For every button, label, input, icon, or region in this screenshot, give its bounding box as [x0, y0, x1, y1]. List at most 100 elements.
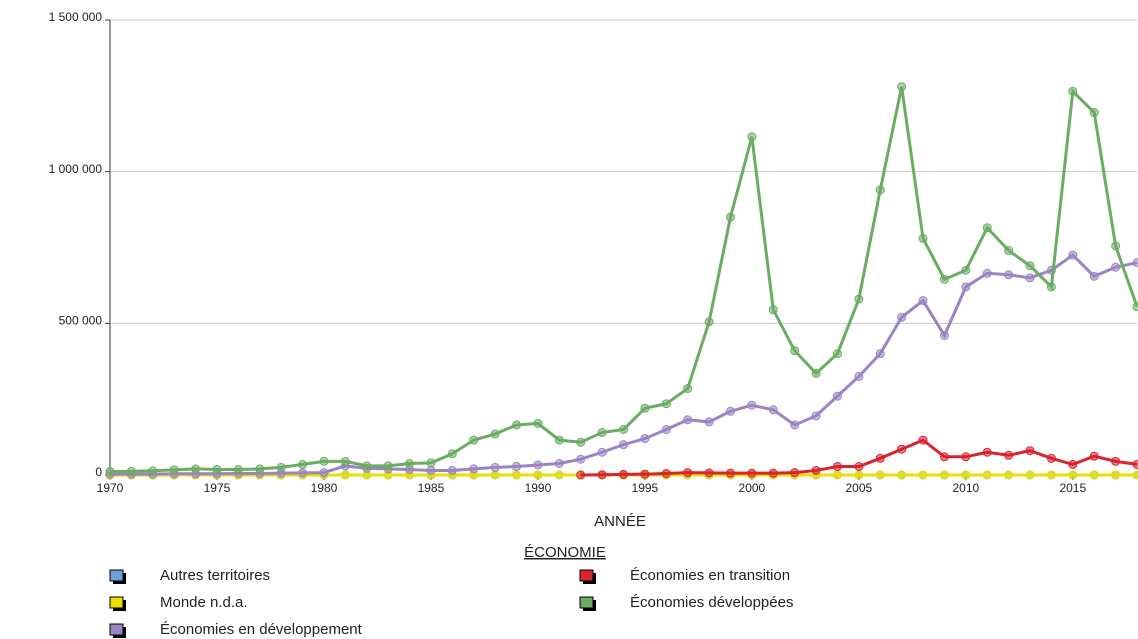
data-point — [1068, 86, 1078, 96]
data-point — [426, 458, 436, 468]
data-point — [982, 268, 992, 278]
data-point — [1132, 470, 1138, 480]
data-point — [1025, 273, 1035, 283]
data-point — [961, 470, 971, 480]
legend-swatch — [579, 596, 594, 609]
data-point — [148, 466, 158, 476]
data-point — [1132, 258, 1138, 268]
x-tick-label: 2000 — [739, 481, 766, 495]
data-point — [832, 391, 842, 401]
data-point — [790, 468, 800, 478]
data-point — [576, 470, 586, 480]
data-point — [1004, 450, 1014, 460]
data-point — [447, 449, 457, 459]
y-tick-label: 1 500 000 — [49, 10, 103, 24]
data-point — [832, 349, 842, 359]
data-point — [597, 470, 607, 480]
data-point — [725, 406, 735, 416]
data-point — [1089, 470, 1099, 480]
data-point — [619, 425, 628, 434]
data-point — [768, 305, 778, 315]
data-point — [832, 462, 842, 472]
data-point — [918, 435, 928, 445]
data-point — [619, 469, 628, 479]
data-point — [1089, 271, 1099, 281]
data-point — [640, 403, 650, 413]
data-point — [811, 465, 821, 475]
data-point — [490, 470, 500, 480]
data-point — [725, 468, 735, 478]
data-point — [982, 447, 992, 457]
data-point — [340, 456, 350, 466]
data-point — [233, 465, 243, 475]
data-point — [126, 466, 136, 476]
data-point — [683, 384, 693, 394]
data-point — [554, 470, 564, 480]
data-point — [276, 462, 286, 472]
data-point — [832, 470, 842, 480]
legend-label: Économies en transition — [630, 567, 790, 584]
data-point — [897, 444, 907, 454]
data-point — [1132, 459, 1138, 469]
data-point — [897, 470, 907, 480]
data-point — [747, 400, 757, 410]
series-line — [110, 86, 1138, 473]
data-point — [1004, 270, 1014, 280]
data-point — [362, 461, 372, 471]
x-tick-label: 1970 — [97, 481, 124, 495]
data-point — [512, 462, 522, 472]
data-point — [1132, 302, 1138, 312]
data-point — [490, 429, 500, 439]
data-point — [469, 464, 479, 474]
data-point — [533, 418, 543, 428]
data-point — [961, 265, 971, 275]
data-point — [1111, 470, 1121, 480]
data-point — [597, 428, 607, 438]
data-point — [298, 459, 308, 469]
y-tick-label: 0 — [95, 465, 102, 479]
data-point — [939, 330, 949, 340]
data-point — [1089, 451, 1099, 461]
data-point — [554, 435, 564, 445]
data-point — [725, 212, 735, 222]
data-point — [576, 437, 586, 447]
data-point — [1068, 459, 1078, 469]
data-point — [1111, 262, 1121, 272]
data-point — [683, 415, 693, 425]
data-point — [747, 132, 757, 142]
x-tick-label: 1975 — [204, 481, 231, 495]
data-point — [854, 470, 864, 480]
legend-label: Économies en développement — [160, 621, 363, 638]
x-tick-label: 2005 — [846, 481, 873, 495]
data-point — [512, 420, 522, 430]
y-tick-label: 500 000 — [59, 314, 103, 328]
data-point — [768, 405, 778, 415]
data-point — [319, 456, 329, 466]
data-point — [255, 464, 265, 474]
data-point — [469, 435, 479, 445]
data-point — [875, 453, 885, 463]
data-point — [1025, 446, 1035, 456]
data-point — [661, 425, 671, 434]
data-point — [1025, 261, 1035, 271]
legend-label: Monde n.d.a. — [160, 594, 248, 611]
data-point — [939, 452, 949, 462]
data-point — [897, 82, 907, 92]
data-point — [961, 452, 971, 462]
data-point — [1111, 456, 1121, 466]
plot-area — [105, 82, 1138, 480]
data-point — [426, 465, 436, 475]
data-point — [640, 469, 650, 479]
data-point — [768, 468, 778, 478]
data-point — [105, 466, 115, 476]
data-point — [576, 454, 586, 464]
y-tick-label: 1 000 000 — [49, 162, 103, 176]
data-point — [939, 470, 949, 480]
data-point — [939, 274, 949, 284]
data-point — [704, 468, 714, 478]
data-point — [447, 465, 457, 475]
data-point — [533, 460, 543, 470]
x-tick-label: 2010 — [952, 481, 979, 495]
data-point — [854, 294, 864, 304]
x-tick-label: 1985 — [418, 481, 445, 495]
